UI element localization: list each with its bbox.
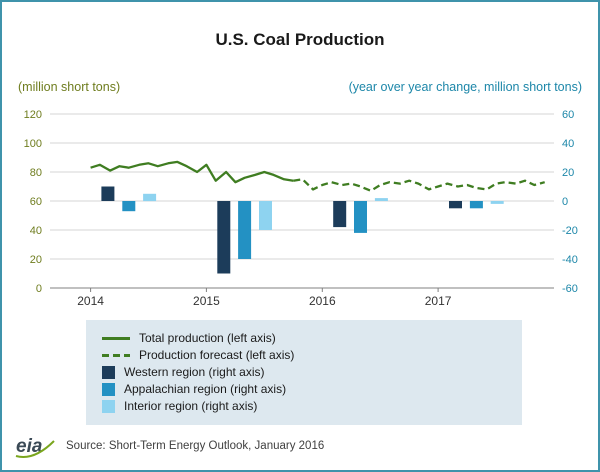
legend-label-appalachian-region: Appalachian region (right axis) — [124, 382, 287, 396]
legend-label-interior-region: Interior region (right axis) — [124, 399, 258, 413]
svg-text:2015: 2015 — [193, 294, 220, 308]
svg-text:100: 100 — [24, 138, 42, 150]
legend-item-interior-region: Interior region (right axis) — [102, 399, 506, 414]
svg-text:60: 60 — [562, 109, 574, 121]
production-forecast-dashed-line-swatch — [102, 354, 130, 357]
svg-text:20: 20 — [562, 167, 574, 179]
svg-text:40: 40 — [562, 138, 574, 150]
svg-text:40: 40 — [30, 225, 42, 237]
svg-text:2016: 2016 — [309, 294, 336, 308]
svg-text:120: 120 — [24, 109, 42, 121]
interior-region-square-swatch — [102, 400, 115, 413]
legend-item-total-production: Total production (left axis) — [102, 331, 506, 346]
legend-item-western-region: Western region (right axis) — [102, 365, 506, 380]
appalachian-region-square-swatch — [102, 383, 115, 396]
eia-logo-swoosh — [15, 440, 55, 458]
axis-unit-labels: (million short tons) (year over year cha… — [2, 80, 598, 94]
left-axis-unit-label: (million short tons) — [18, 80, 121, 94]
chart-plot-area: 2014 2015 2016 2017 0 20 40 60 80 100 120 -60 -40 -20… — [24, 109, 578, 308]
svg-text:20: 20 — [30, 254, 42, 266]
svg-text:0: 0 — [562, 196, 568, 208]
eia-logo: eia — [15, 436, 55, 458]
eia-logo-text: eia — [16, 436, 43, 457]
right-axis-unit-label: (year over year change, million short to… — [348, 80, 582, 94]
svg-text:-20: -20 — [562, 225, 578, 237]
legend-label-total-production: Total production (left axis) — [139, 331, 276, 345]
svg-text:2014: 2014 — [77, 294, 104, 308]
legend-item-appalachian-region: Appalachian region (right axis) — [102, 382, 506, 397]
svg-text:80: 80 — [30, 167, 42, 179]
source-text: Source: Short-Term Energy Outlook, Janua… — [66, 440, 325, 452]
total-production-line-swatch — [102, 337, 130, 340]
svg-text:2017: 2017 — [425, 294, 452, 308]
legend-label-western-region: Western region (right axis) — [124, 365, 265, 379]
footer: eia Source: Short-Term Energy Outlook, J… — [14, 432, 324, 460]
legend-label-production-forecast: Production forecast (left axis) — [139, 348, 295, 362]
western-region-square-swatch — [102, 366, 115, 379]
svg-text:-40: -40 — [562, 254, 578, 266]
svg-text:-60: -60 — [562, 283, 578, 295]
page-title: U.S. Coal Production — [215, 30, 385, 49]
legend-item-production-forecast: Production forecast (left axis) — [102, 348, 506, 363]
svg-text:0: 0 — [36, 283, 42, 295]
legend: Total production (left axis) Production … — [86, 320, 522, 425]
svg-text:60: 60 — [30, 196, 42, 208]
